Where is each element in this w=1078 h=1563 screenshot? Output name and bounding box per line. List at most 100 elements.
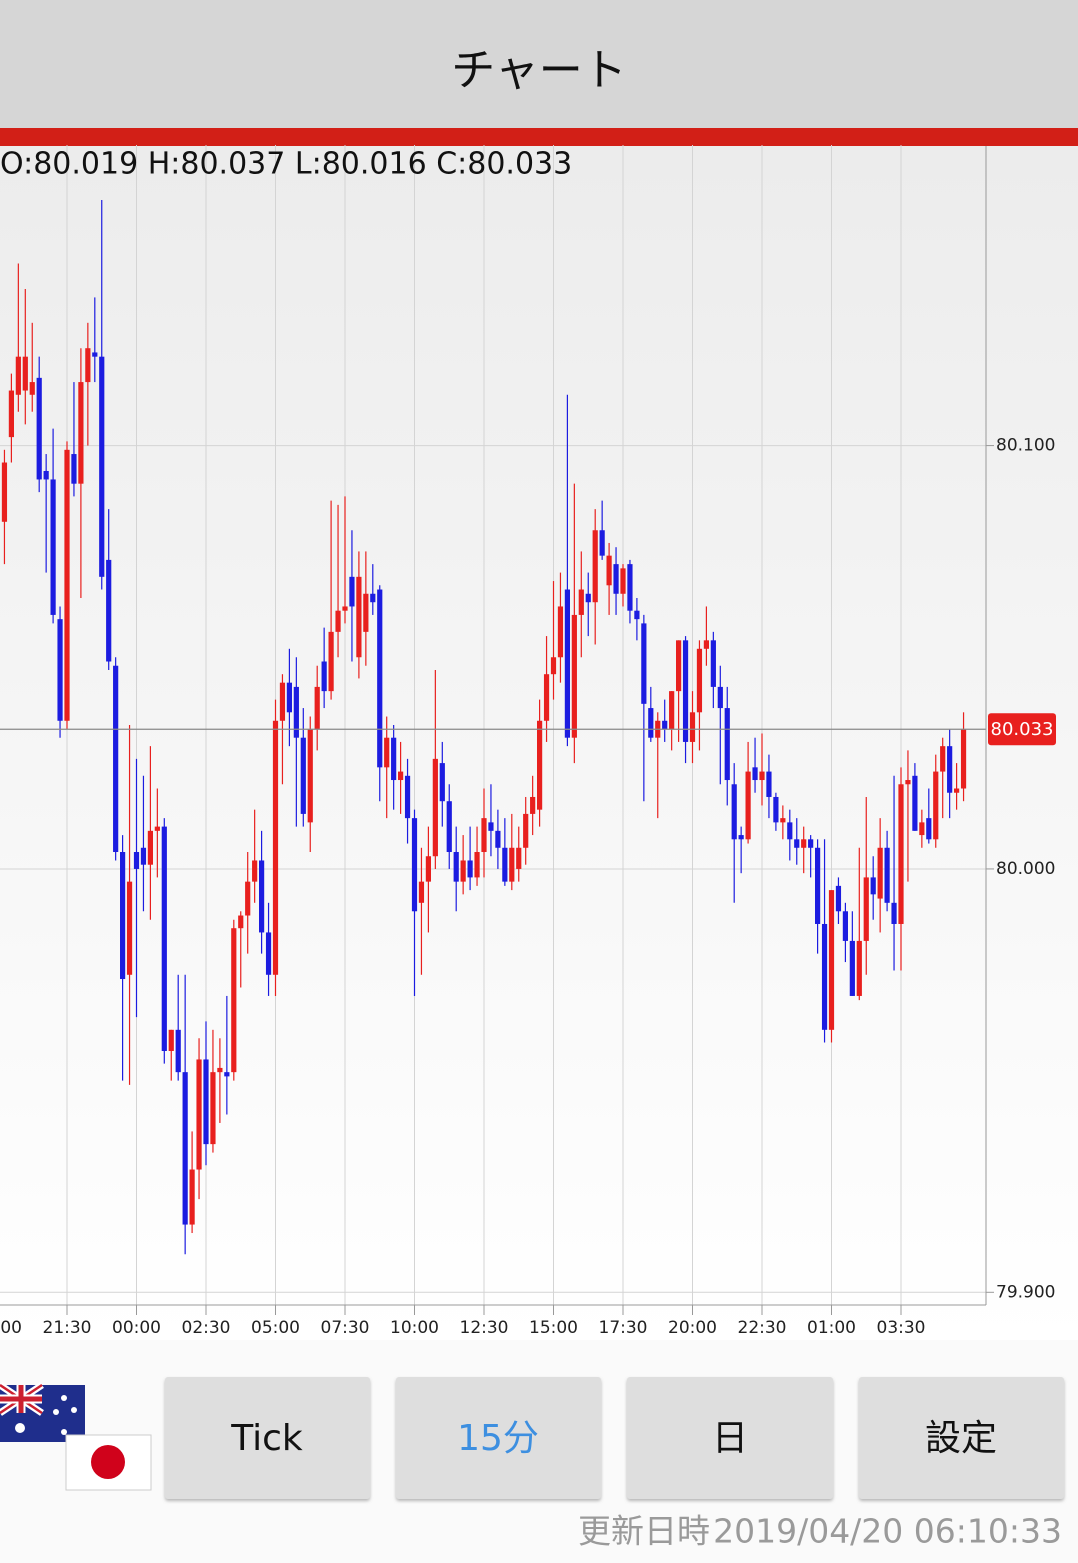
day-button[interactable]: 日 <box>627 1377 833 1499</box>
candle-body <box>140 847 147 865</box>
candle-body <box>50 479 56 615</box>
y-tick-label: 80.000 <box>996 859 1055 879</box>
candle-body <box>808 839 814 848</box>
candle-body <box>571 614 577 738</box>
candle-body <box>689 712 696 742</box>
candle-body <box>696 648 703 713</box>
candle-body <box>328 631 334 692</box>
candle-body <box>537 720 543 810</box>
header-title: チャート <box>451 45 627 96</box>
button-label[interactable]: Tick <box>230 1418 303 1459</box>
candle-body <box>676 640 682 692</box>
tick-button[interactable]: Tick <box>165 1377 370 1499</box>
y-tick-label: 80.100 <box>996 436 1055 456</box>
candle-body <box>613 564 619 594</box>
settings-button[interactable]: 設定 <box>859 1377 1064 1499</box>
currency-flags <box>0 1382 152 1491</box>
candle-body <box>752 767 758 781</box>
candle-body <box>954 788 960 793</box>
x-tick-label: 02:30 <box>182 1318 231 1338</box>
candle-body <box>203 1059 209 1145</box>
candle-body <box>370 593 376 603</box>
candle-body <box>578 589 584 615</box>
button-label[interactable]: 設定 <box>925 1418 997 1459</box>
candle-body <box>821 923 828 1030</box>
button-bg[interactable] <box>627 1377 833 1499</box>
candle-body <box>377 589 383 768</box>
candle-body <box>495 830 501 848</box>
candle-body <box>926 818 932 840</box>
candle-body <box>113 665 119 853</box>
button-bg[interactable] <box>859 1377 1064 1499</box>
candle-body <box>585 593 591 603</box>
candle-body <box>773 796 779 823</box>
candle-body <box>175 1029 181 1073</box>
candle-body <box>265 932 272 975</box>
candle-body <box>231 928 237 1073</box>
last-price-badge <box>988 713 1056 746</box>
candle-body <box>960 729 967 789</box>
candle-body <box>891 902 897 924</box>
button-bg[interactable] <box>165 1377 370 1499</box>
x-tick-label: 22:30 <box>738 1318 787 1338</box>
15min-button[interactable]: 15分 <box>396 1377 601 1499</box>
candle-body <box>453 852 459 882</box>
au-star <box>71 1407 77 1413</box>
candle-body <box>286 682 292 713</box>
x-tick-label: 10:00 <box>390 1318 439 1338</box>
candle-body <box>502 847 508 882</box>
candle-body <box>703 640 709 649</box>
candle-body <box>870 877 876 895</box>
candle-body <box>488 822 494 831</box>
candle-body <box>384 737 390 768</box>
candle-body <box>418 881 425 903</box>
candle-body <box>43 470 49 480</box>
button-label[interactable]: 15分 <box>457 1418 539 1459</box>
candle-body <box>252 860 258 882</box>
candle-body <box>154 826 160 831</box>
candle-body <box>57 619 63 721</box>
candle-body <box>863 877 869 941</box>
candle-body <box>717 686 723 709</box>
candle-body <box>85 348 91 383</box>
x-tick-label: 17:30 <box>599 1318 648 1338</box>
candle-body <box>335 610 341 632</box>
candle-body <box>15 356 21 395</box>
candle-body <box>99 356 105 577</box>
candle-body <box>815 847 821 924</box>
candle-body <box>120 852 126 980</box>
candle-body <box>182 1072 188 1225</box>
candle-body <box>279 682 286 721</box>
candle-body <box>321 661 327 692</box>
button-label[interactable]: 日 <box>712 1418 748 1459</box>
candle-body <box>731 784 737 840</box>
last-price-label: 80.033 <box>991 719 1054 740</box>
candle-body <box>662 720 668 730</box>
button-bg[interactable] <box>396 1377 601 1499</box>
candle-body <box>342 606 348 611</box>
candle-body <box>856 940 862 996</box>
candle-body <box>349 576 355 607</box>
candle-body <box>106 559 112 662</box>
candle-body <box>217 1067 223 1073</box>
candle-body <box>92 352 98 357</box>
candle-body <box>425 856 431 882</box>
candle-body <box>933 771 939 840</box>
candle-body <box>801 839 807 848</box>
candle-body <box>411 818 418 912</box>
candle-body <box>189 1169 195 1225</box>
candle-body <box>724 708 730 781</box>
candle-body <box>168 1029 174 1051</box>
candle-body <box>787 822 793 840</box>
candle-body <box>905 780 911 785</box>
candle-body <box>530 796 536 814</box>
candle-body <box>467 860 473 878</box>
x-tick-label: 19:00 <box>0 1318 22 1338</box>
candle-body <box>766 771 772 797</box>
updated-label: 更新日時 <box>578 1512 710 1551</box>
x-tick-label: 20:00 <box>668 1318 717 1338</box>
candle-body <box>210 1072 216 1145</box>
ohlc-label: O:80.019 H:80.037 L:80.016 C:80.033 <box>0 147 572 182</box>
candle-body <box>8 390 14 438</box>
